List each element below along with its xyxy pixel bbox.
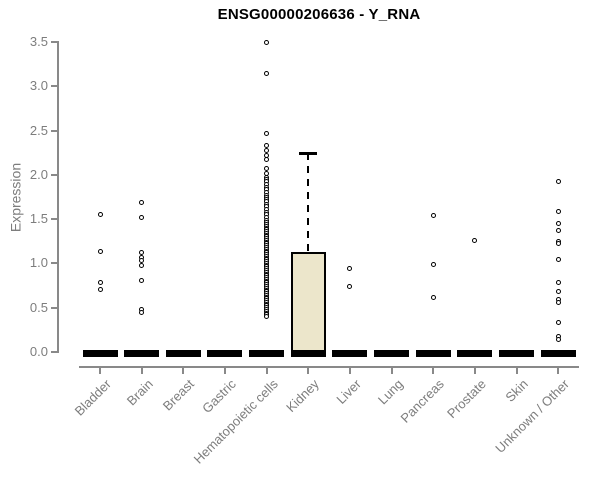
x-axis-tick (557, 368, 560, 374)
y-axis-tick (51, 129, 57, 132)
x-axis-tick (99, 368, 101, 374)
outlier-point (139, 309, 145, 315)
box-kidney (290, 251, 326, 352)
outlier-point (264, 143, 270, 149)
median-bar (249, 350, 285, 357)
y-tick-label: 0.0 (29, 344, 48, 359)
outlier-point (264, 314, 270, 320)
outlier-point (555, 221, 561, 227)
x-axis-tick (265, 368, 268, 374)
y-tick-label: 0.5 (29, 299, 48, 315)
y-tick-label: 3.0 (29, 78, 48, 94)
outlier-point (555, 280, 561, 286)
outlier-point (430, 213, 436, 219)
median-bar (290, 350, 326, 357)
x-axis-tick (473, 368, 476, 374)
outlier-point (555, 179, 561, 185)
x-axis-tick (515, 368, 518, 374)
median-bar (540, 350, 576, 357)
outlier-point (139, 199, 145, 205)
median-bar (165, 350, 201, 357)
outlier-point (97, 280, 103, 286)
outlier-point (139, 262, 145, 268)
outlier-point (97, 286, 103, 292)
outlier-point (139, 277, 145, 283)
outlier-point (139, 214, 145, 220)
x-axis-tick (432, 368, 435, 374)
median-bar (332, 350, 368, 357)
y-tick-label: 1.0 (29, 255, 48, 271)
outlier-point (347, 266, 353, 272)
x-axis-tick (307, 368, 310, 374)
outlier-point (264, 157, 270, 163)
outlier-point (264, 40, 270, 46)
outlier-point (347, 283, 353, 289)
median-bar (207, 350, 243, 357)
outlier-point (555, 241, 561, 247)
y-axis-tick (51, 262, 57, 265)
outlier-point (430, 294, 436, 300)
median-bar (374, 350, 410, 357)
y-tick-label: 1.5 (29, 211, 48, 227)
outlier-point (555, 228, 561, 234)
outlier-point (555, 337, 561, 343)
x-axis-tick (140, 368, 143, 374)
outlier-point (555, 289, 561, 295)
outlier-point (555, 299, 561, 305)
y-axis-tick (51, 306, 57, 309)
chart-title: ENSG00000206636 - Y_RNA (217, 6, 421, 23)
outlier-point (472, 237, 478, 243)
median-bar (415, 350, 451, 357)
y-axis-tick (51, 218, 57, 221)
median-bar (499, 350, 535, 357)
outlier-point (264, 130, 270, 136)
x-axis-tick (223, 368, 226, 374)
y-axis-line (57, 41, 59, 353)
outlier-point (430, 261, 436, 267)
outlier-point (97, 248, 103, 254)
y-tick-label: 2.0 (29, 166, 48, 182)
y-tick-label: 3.5 (29, 34, 48, 49)
y-axis-tick (51, 173, 57, 176)
y-axis-tick (51, 85, 57, 88)
median-bar (124, 350, 160, 357)
outlier-point (555, 320, 561, 326)
y-tick-label: 2.5 (29, 122, 48, 138)
whisker-line (307, 152, 310, 252)
median-bar (82, 350, 118, 357)
y-axis-tick (51, 41, 57, 43)
y-axis-label: Expression (7, 162, 24, 233)
x-axis-line (79, 366, 579, 368)
outlier-point (264, 70, 270, 76)
outlier-point (97, 212, 103, 218)
x-axis-tick (390, 368, 393, 374)
whisker-cap (299, 151, 318, 155)
x-axis-tick (348, 368, 351, 374)
median-bar (457, 350, 493, 357)
outlier-point (555, 256, 561, 262)
x-axis-tick (182, 368, 185, 374)
y-axis-tick (51, 351, 57, 353)
outlier-point (555, 208, 561, 214)
